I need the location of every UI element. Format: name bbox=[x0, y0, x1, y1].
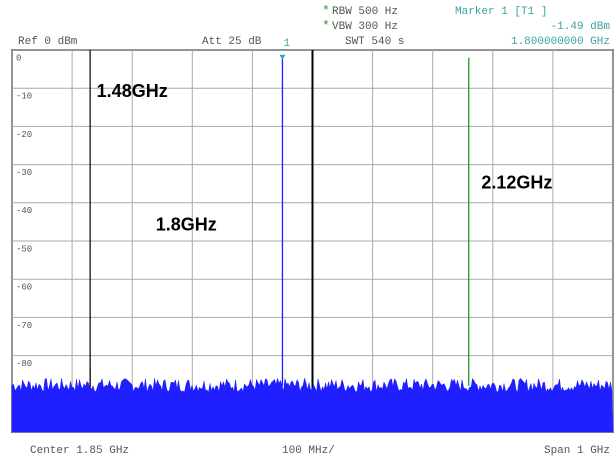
y-tick-label: -70 bbox=[16, 321, 32, 331]
y-tick-label: -10 bbox=[16, 92, 32, 102]
y-tick-label: -60 bbox=[16, 283, 32, 293]
y-tick-label: -30 bbox=[16, 168, 32, 178]
y-tick-label: -40 bbox=[16, 206, 32, 216]
y-tick-label: -80 bbox=[16, 359, 32, 369]
ref-level: Ref 0 dBm bbox=[18, 36, 78, 48]
annotation: 1.8GHz bbox=[156, 214, 217, 234]
marker-level: -1.49 dBm bbox=[551, 21, 611, 33]
rbw: RBW 500 Hz bbox=[332, 6, 398, 18]
rbw-flag: * bbox=[322, 3, 330, 18]
y-tick-label: -50 bbox=[16, 244, 32, 254]
vbw-flag: * bbox=[322, 18, 330, 33]
freq-per-div: 100 MHz/ bbox=[282, 445, 335, 457]
marker: Marker 1 [T1 ] bbox=[455, 6, 547, 18]
y-tick-label: -20 bbox=[16, 130, 32, 140]
marker-tag: 1 bbox=[283, 38, 290, 50]
center-freq: Center 1.85 GHz bbox=[30, 445, 129, 457]
span: Span 1 GHz bbox=[544, 445, 610, 457]
marker-symbol bbox=[279, 54, 286, 60]
noise-floor bbox=[11, 377, 614, 433]
marker-freq: 1.800000000 GHz bbox=[511, 36, 610, 48]
annotation: 2.12GHz bbox=[481, 172, 552, 192]
attenuation: Att 25 dB bbox=[202, 36, 262, 48]
annotation: 1.48GHz bbox=[97, 81, 168, 101]
vbw: VBW 300 Hz bbox=[332, 21, 398, 33]
y-tick-label: 0 bbox=[16, 53, 21, 63]
swt: SWT 540 s bbox=[345, 36, 404, 48]
